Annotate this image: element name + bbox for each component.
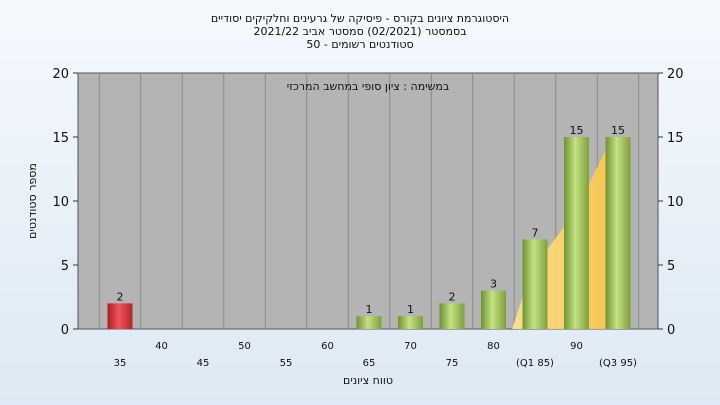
x-axis-labels: 35 40 45 50 55 60 65 70 75 80 (Q1 85) 90 (Q3 95) <box>114 341 637 369</box>
bar-value-label: 2 <box>117 290 124 303</box>
bar <box>398 316 423 329</box>
chart-title-line-2: בסמסטר (02/2021) סמסטר אביב 2021/22 <box>253 25 466 38</box>
y-tick-label-right: 5 <box>667 259 675 274</box>
x-tick-label: 35 <box>114 358 127 369</box>
y-tick-label-left: 10 <box>52 195 69 210</box>
y-tick-label-right: 20 <box>667 67 684 82</box>
bar <box>107 303 133 329</box>
value-labels: 2 1 1 2 3 7 15 15 <box>117 124 626 316</box>
bar <box>564 137 589 329</box>
bar <box>439 303 465 329</box>
y-tick-label-left: 5 <box>61 259 69 274</box>
bar-value-label: 1 <box>407 303 414 316</box>
y-tick-label-left: 0 <box>61 323 69 338</box>
x-tick-label: 80 <box>487 341 500 352</box>
bar <box>481 290 506 329</box>
y-tick-label-right: 10 <box>667 195 684 210</box>
x-tick-label: 60 <box>321 341 334 352</box>
y-axis-left: 0 5 10 15 20 <box>52 67 78 338</box>
x-tick-label: 70 <box>404 341 417 352</box>
x-tick-label: 45 <box>197 358 210 369</box>
x-tick-label: 40 <box>155 341 168 352</box>
y-axis-right: 0 5 10 15 20 <box>658 67 684 338</box>
bar <box>605 137 631 329</box>
y-tick-label-right: 0 <box>667 323 675 338</box>
bar <box>356 316 382 329</box>
bar-value-label: 1 <box>366 303 373 316</box>
bar <box>522 239 548 329</box>
y-tick-label-left: 20 <box>52 67 69 82</box>
bar-value-label: 2 <box>449 290 456 303</box>
x-tick-label: (Q1 85) <box>516 358 554 369</box>
x-tick-label: (Q3 95) <box>599 358 637 369</box>
bar-value-label: 15 <box>570 124 584 137</box>
y-axis-title: מספר סטודנטים <box>26 163 39 239</box>
y-tick-label-right: 15 <box>667 131 684 146</box>
x-tick-label: 55 <box>280 358 293 369</box>
x-tick-label: 50 <box>238 341 251 352</box>
bar-value-label: 15 <box>611 124 625 137</box>
y-tick-label-left: 15 <box>52 131 69 146</box>
chart-title-line-3: סטודנטים רשומים - 50 <box>306 38 413 51</box>
x-axis-title: טווח ציונים <box>343 374 393 387</box>
grid-lines <box>98 73 640 329</box>
bar-value-label: 3 <box>490 278 497 291</box>
x-tick-label: 65 <box>363 358 376 369</box>
x-tick-label: 75 <box>446 358 459 369</box>
x-tick-label: 90 <box>570 341 583 352</box>
bar-value-label: 7 <box>532 226 539 239</box>
chart-annotation: במשימה : ציון סופי במחשב המרכזי <box>287 80 450 93</box>
chart-title-line-1: היסטוגרמת ציונים בקורס - פיסיקה של גרעינ… <box>211 12 509 25</box>
bars <box>107 137 631 329</box>
